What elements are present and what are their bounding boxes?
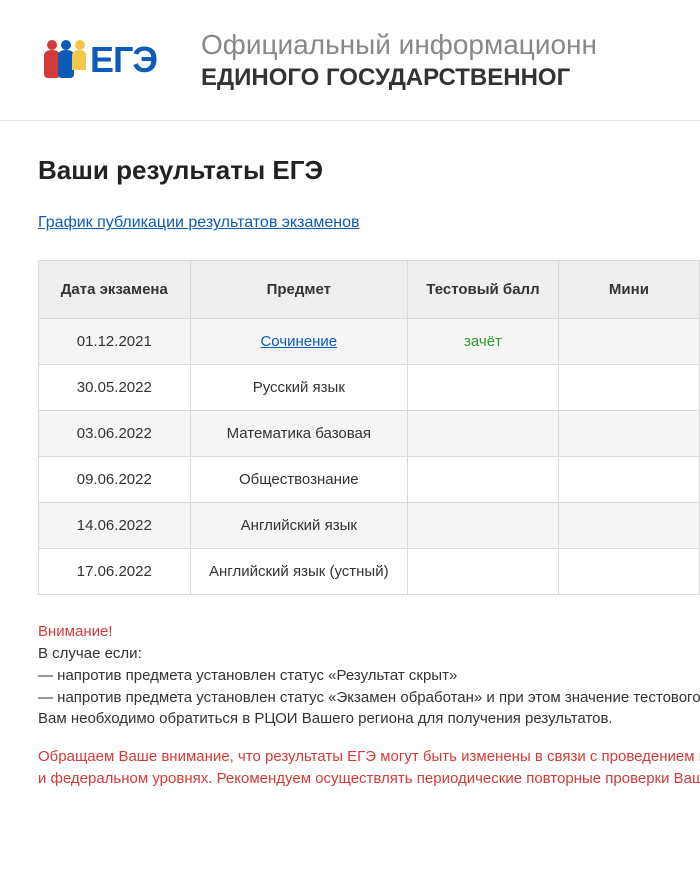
people-icon	[38, 36, 86, 84]
schedule-link[interactable]: График публикации результатов экзаменов	[38, 214, 359, 232]
notice-line: — напротив предмета установлен статус «Р…	[38, 665, 700, 687]
col-header-date: Дата экзамена	[39, 261, 191, 319]
col-header-min: Мини	[558, 261, 699, 319]
cell-score	[408, 365, 559, 411]
cell-min	[558, 503, 699, 549]
notice-block: Внимание! В случае если: — напротив пред…	[38, 621, 700, 789]
table-row: 03.06.2022Математика базовая	[39, 411, 700, 457]
notice-line: Вам необходимо обратиться в РЦОИ Вашего …	[38, 708, 700, 730]
cell-date: 01.12.2021	[39, 319, 191, 365]
cell-min	[558, 365, 699, 411]
page-title: Ваши результаты ЕГЭ	[38, 155, 700, 186]
header-titles: Официальный информационн ЕДИНОГО ГОСУДАР…	[201, 28, 597, 92]
notice-heading: Внимание!	[38, 621, 700, 643]
notice-final: Обращаем Ваше внимание, что результаты Е…	[38, 746, 700, 768]
cell-date: 17.06.2022	[39, 549, 191, 595]
content: Ваши результаты ЕГЭ График публикации ре…	[0, 121, 700, 789]
cell-subject: Обществознание	[190, 457, 408, 503]
cell-score	[408, 503, 559, 549]
site-header: ЕГЭ Официальный информационн ЕДИНОГО ГОС…	[0, 0, 700, 121]
col-header-subject: Предмет	[190, 261, 408, 319]
cell-min	[558, 411, 699, 457]
results-table: Дата экзамена Предмет Тестовый балл Мини…	[38, 260, 700, 595]
table-row: 17.06.2022Английский язык (устный)	[39, 549, 700, 595]
cell-date: 09.06.2022	[39, 457, 191, 503]
header-title: ЕДИНОГО ГОСУДАРСТВЕННОГ	[201, 64, 597, 93]
notice-line: В случае если:	[38, 643, 700, 665]
cell-score: зачёт	[408, 319, 559, 365]
cell-subject: Английский язык	[190, 503, 408, 549]
cell-min	[558, 549, 699, 595]
col-header-score: Тестовый балл	[408, 261, 559, 319]
header-subtitle: Официальный информационн	[201, 28, 597, 62]
table-row: 01.12.2021 Сочинение зачёт	[39, 319, 700, 365]
table-row: 09.06.2022Обществознание	[39, 457, 700, 503]
cell-min	[558, 457, 699, 503]
notice-line: — напротив предмета установлен статус «Э…	[38, 687, 700, 709]
cell-subject: Английский язык (устный)	[190, 549, 408, 595]
cell-score	[408, 411, 559, 457]
logo[interactable]: ЕГЭ	[38, 36, 157, 84]
table-row: 30.05.2022Русский язык	[39, 365, 700, 411]
cell-date: 03.06.2022	[39, 411, 191, 457]
table-row: 14.06.2022Английский язык	[39, 503, 700, 549]
cell-score	[408, 457, 559, 503]
cell-subject: Сочинение	[190, 319, 408, 365]
cell-min	[558, 319, 699, 365]
logo-text: ЕГЭ	[90, 39, 157, 81]
cell-subject: Русский язык	[190, 365, 408, 411]
subject-link[interactable]: Сочинение	[260, 333, 337, 350]
cell-date: 30.05.2022	[39, 365, 191, 411]
cell-date: 14.06.2022	[39, 503, 191, 549]
cell-score	[408, 549, 559, 595]
notice-final: и федеральном уровнях. Рекомендуем осуще…	[38, 768, 700, 790]
cell-subject: Математика базовая	[190, 411, 408, 457]
